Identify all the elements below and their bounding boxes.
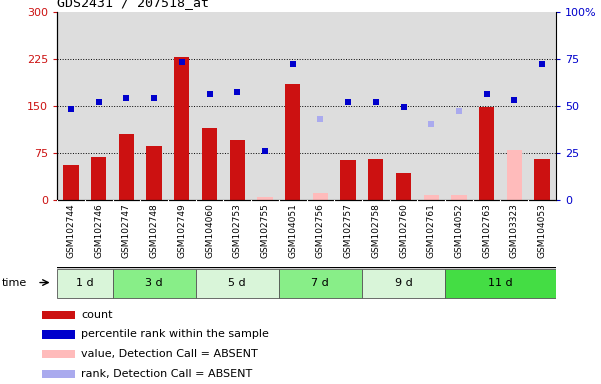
Bar [119,134,134,200]
Bar [42,311,75,319]
Text: GSM104053: GSM104053 [537,203,546,258]
Text: GSM102761: GSM102761 [427,203,436,258]
Text: GSM104051: GSM104051 [288,203,297,258]
Text: GSM102756: GSM102756 [316,203,325,258]
Text: GDS2431 / 207518_at: GDS2431 / 207518_at [57,0,209,9]
Bar [42,350,75,358]
Text: GSM102747: GSM102747 [122,203,131,258]
Text: time: time [2,278,27,288]
Bar [507,149,522,200]
Bar [479,107,494,200]
Text: GSM102757: GSM102757 [344,203,353,258]
Text: 11 d: 11 d [488,278,513,288]
Text: GSM103323: GSM103323 [510,203,519,258]
Bar [445,268,556,298]
Text: GSM102760: GSM102760 [399,203,408,258]
Bar [63,165,79,200]
Bar [91,157,106,200]
Text: GSM102748: GSM102748 [150,203,159,258]
Bar [340,160,356,200]
Text: 1 d: 1 d [76,278,94,288]
Text: value, Detection Call = ABSENT: value, Detection Call = ABSENT [81,349,258,359]
Bar [202,127,217,200]
Text: GSM102755: GSM102755 [260,203,269,258]
Text: GSM102753: GSM102753 [233,203,242,258]
Bar [57,268,112,298]
Bar [451,195,466,200]
Bar [42,330,75,339]
Bar [368,159,383,200]
Bar [112,268,196,298]
Bar [257,197,273,200]
Text: 9 d: 9 d [395,278,412,288]
Text: 7 d: 7 d [311,278,329,288]
Bar [396,173,411,200]
Text: GSM102758: GSM102758 [371,203,380,258]
Text: GSM102746: GSM102746 [94,203,103,258]
Text: rank, Detection Call = ABSENT: rank, Detection Call = ABSENT [81,369,252,379]
Text: GSM102763: GSM102763 [482,203,491,258]
Bar [279,268,362,298]
Text: percentile rank within the sample: percentile rank within the sample [81,329,269,339]
Bar [534,159,550,200]
Text: 5 d: 5 d [228,278,246,288]
Text: 3 d: 3 d [145,278,163,288]
Bar [42,370,75,378]
Text: GSM102744: GSM102744 [67,203,76,258]
Text: count: count [81,310,112,320]
Bar [362,268,445,298]
Bar [174,57,189,200]
Text: GSM102749: GSM102749 [177,203,186,258]
Text: GSM104060: GSM104060 [205,203,214,258]
Text: GSM104052: GSM104052 [454,203,463,258]
Bar [230,140,245,200]
Bar [147,146,162,200]
Bar [424,195,439,200]
Bar [196,268,279,298]
Bar [285,84,300,200]
Bar [313,194,328,200]
